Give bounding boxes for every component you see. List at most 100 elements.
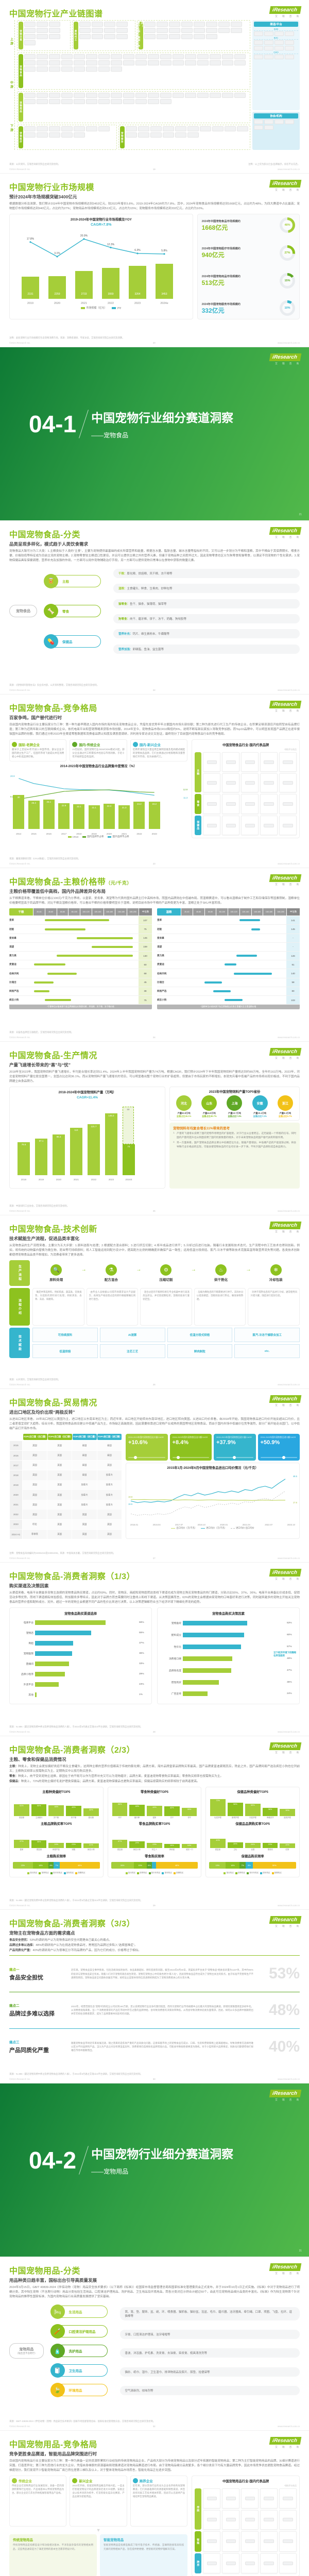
legend-item: 按季购买	[137, 1872, 147, 1874]
price-bar	[44, 919, 110, 922]
price-brand: 疯狂小狗	[9, 998, 19, 1002]
brand-logo-placeholder	[279, 773, 297, 792]
brand-logo-placeholder	[37, 132, 48, 138]
price-table-type: 干粮	[9, 908, 33, 916]
branch-pill: 🍃 环境用品	[50, 2383, 108, 2398]
process-step-icon: ⚙	[160, 1264, 172, 1276]
brand-logo-placeholder	[241, 793, 259, 814]
consumer2-col: 保健品种类偏好TOP5 72% 毛发护理 58% 肠胃护理 53% 口腔护理 36% 骨骼关节 3…	[205, 1786, 300, 1877]
cagr-card-label: 2015-2023年国内宠物食品进口额CAGR	[260, 1436, 296, 1439]
cagr-card: 2015-2023年国内宠物食品出口量CAGR +10.6%	[126, 1434, 168, 1461]
price-median: 91	[286, 960, 300, 969]
classification-tree: 宠物用品 （陆生且不含爬行） 🛏 生活用品 🪥 口腔清洁护理用品 🧴 洗护用品 🧻 卫生用品 🍃 环境…	[9, 2302, 300, 2400]
price-foot: *干粮单位价格来源于各品牌旗舰店在售膨化粮、烘焙粮、风干粮、冻干粮价格	[9, 1005, 152, 1010]
player-card-icon	[12, 2478, 17, 2484]
trade-cell: 美国	[72, 1510, 97, 1520]
x-tick: 2015.01	[130, 1523, 139, 1527]
process-row-label: 生产流程	[9, 1260, 30, 1286]
chain-band: 宠物食品	[17, 53, 250, 90]
hbar-track	[35, 1640, 138, 1646]
price-median: -	[286, 942, 300, 952]
price-brand: 皇家	[157, 919, 162, 922]
player-card-head: 国内-传统企业	[72, 742, 124, 748]
iresearch-logo-cn: 艾 瑞 咨 询	[275, 1404, 301, 1406]
price-track	[33, 960, 139, 969]
legend-label: 按月购买	[30, 1872, 38, 1874]
brand-logo-placeholder	[210, 93, 221, 98]
body-text: 从进出口地区来看，15年出口地区以美国为主，进口地区以东南亚地区为主；而近年来，…	[9, 1418, 300, 1431]
brand-logo-placeholder	[160, 54, 171, 59]
legend-label: 按季购买	[237, 1872, 246, 1874]
line-label: 9.1	[10, 795, 14, 799]
brand-logo-placeholder	[24, 132, 36, 138]
province-item: 安徽 产量10.4万吨 全国占比7.1%	[248, 1095, 272, 1118]
brand-logo-placeholder	[61, 54, 73, 59]
vbar-bar: 23%	[66, 1843, 81, 1849]
chain-band: 宠物用品	[17, 91, 250, 123]
x-label: 2021	[122, 833, 127, 836]
price-row: 麦富迪 91	[157, 960, 300, 970]
brand-cells	[203, 793, 297, 814]
anno: 18.8	[128, 1495, 133, 1498]
chain-group-label: 医疗上游(器械/药品)	[138, 22, 144, 49]
hbar-label: 宠物喜好	[171, 1622, 181, 1625]
x-label: 2019	[27, 302, 34, 306]
section-title: 中国宠物行业细分赛道洞察	[91, 2147, 234, 2161]
price-row: 比瑞吉 58	[157, 978, 300, 987]
iresearch-logo-text: iResearch	[269, 180, 302, 188]
consumer2-col: 主粮种类偏好TOP5 51% 烘焙粮 50% 主食罐头 46% 冻干粮 45% 风干粮 32% 膨化…	[9, 1786, 104, 1877]
cagr-slider	[216, 1455, 253, 1459]
vbar-label: 骨骼关节	[266, 1817, 274, 1819]
cagr-slider	[260, 1455, 297, 1459]
brand-logo-placeholder	[123, 99, 134, 104]
brand-logo-placeholder	[74, 60, 85, 65]
brand-logo-mark	[264, 2497, 274, 2500]
trade-cell: 美国	[47, 1529, 72, 1539]
slide-footer: ©2024 iResearch Inc. 28 www.iresearch.com.…	[9, 1731, 300, 1733]
bar: 146.3	[105, 1113, 117, 1176]
player-card-title: 传统企业	[19, 2480, 32, 2484]
province-volume: 产量52.8万吨	[177, 1112, 191, 1115]
hbar-bar	[183, 1644, 242, 1649]
x-label: 2022	[136, 833, 142, 836]
vbar-item: 21% 疯狂小狗	[83, 1843, 99, 1851]
brand-logo-placeholder	[241, 2510, 259, 2530]
price-bar	[225, 999, 243, 1002]
brand-logo-placeholder	[74, 126, 85, 131]
trade-cell: 美国	[97, 1460, 122, 1470]
rail-label: 上游	[9, 38, 13, 46]
trade-cell: 加拿大	[97, 1490, 122, 1500]
page-title: 中国宠物食品-消费者洞察（2/3）	[9, 1746, 135, 1755]
process-step-name: 烘干熟化	[214, 1278, 228, 1282]
leaf-box: 空气清新剂、祛味剂等	[119, 2386, 300, 2396]
hbar-label: 宠物医院	[23, 1652, 33, 1655]
brand-logo-placeholder	[185, 54, 196, 59]
stat-label: 2024年中国宠物服务市场规模约	[201, 302, 241, 306]
vbar-value: 36%	[268, 1808, 272, 1810]
legend-swatch	[63, 1872, 66, 1874]
brand-logo-placeholder	[98, 54, 110, 59]
brand-logo-placeholder	[168, 34, 180, 39]
branch-icon: 🪥	[50, 2324, 65, 2339]
hbar-value: 24%	[287, 1692, 292, 1696]
trade-cell: 加拿大	[72, 1480, 97, 1490]
brand-logo-placeholder	[234, 54, 246, 59]
trade-cell: 美国	[47, 1470, 72, 1480]
brand-logo-mark	[245, 781, 255, 785]
brand-logo-mark	[245, 2539, 255, 2544]
source-note: 来源：中国饲料工业协会，艾瑞咨询研究院自主研究及绘制。	[9, 1205, 70, 1207]
brand-logo-placeholder	[24, 60, 36, 65]
brand-logo-placeholder	[160, 60, 171, 65]
hbar-value: 23%	[139, 1683, 144, 1686]
x-label: 2018	[76, 833, 82, 836]
page-number: 21	[299, 513, 302, 516]
line-label: 20.9	[10, 774, 15, 777]
brand-logo-placeholder	[148, 99, 159, 104]
trade-cell: 美国	[72, 1529, 97, 1539]
freq-segment: 46%	[60, 1862, 100, 1869]
brand-logo-placeholder	[148, 60, 159, 65]
legend-item: 按年购买	[63, 1872, 74, 1874]
bar-value: 74	[127, 1145, 130, 1148]
vbar-chart: 58% 肉干 48% 磨牙棒 44% 猫条 42% 冻干 35% 饼干	[111, 1798, 198, 1819]
stat-value: 940亿元	[201, 251, 225, 259]
